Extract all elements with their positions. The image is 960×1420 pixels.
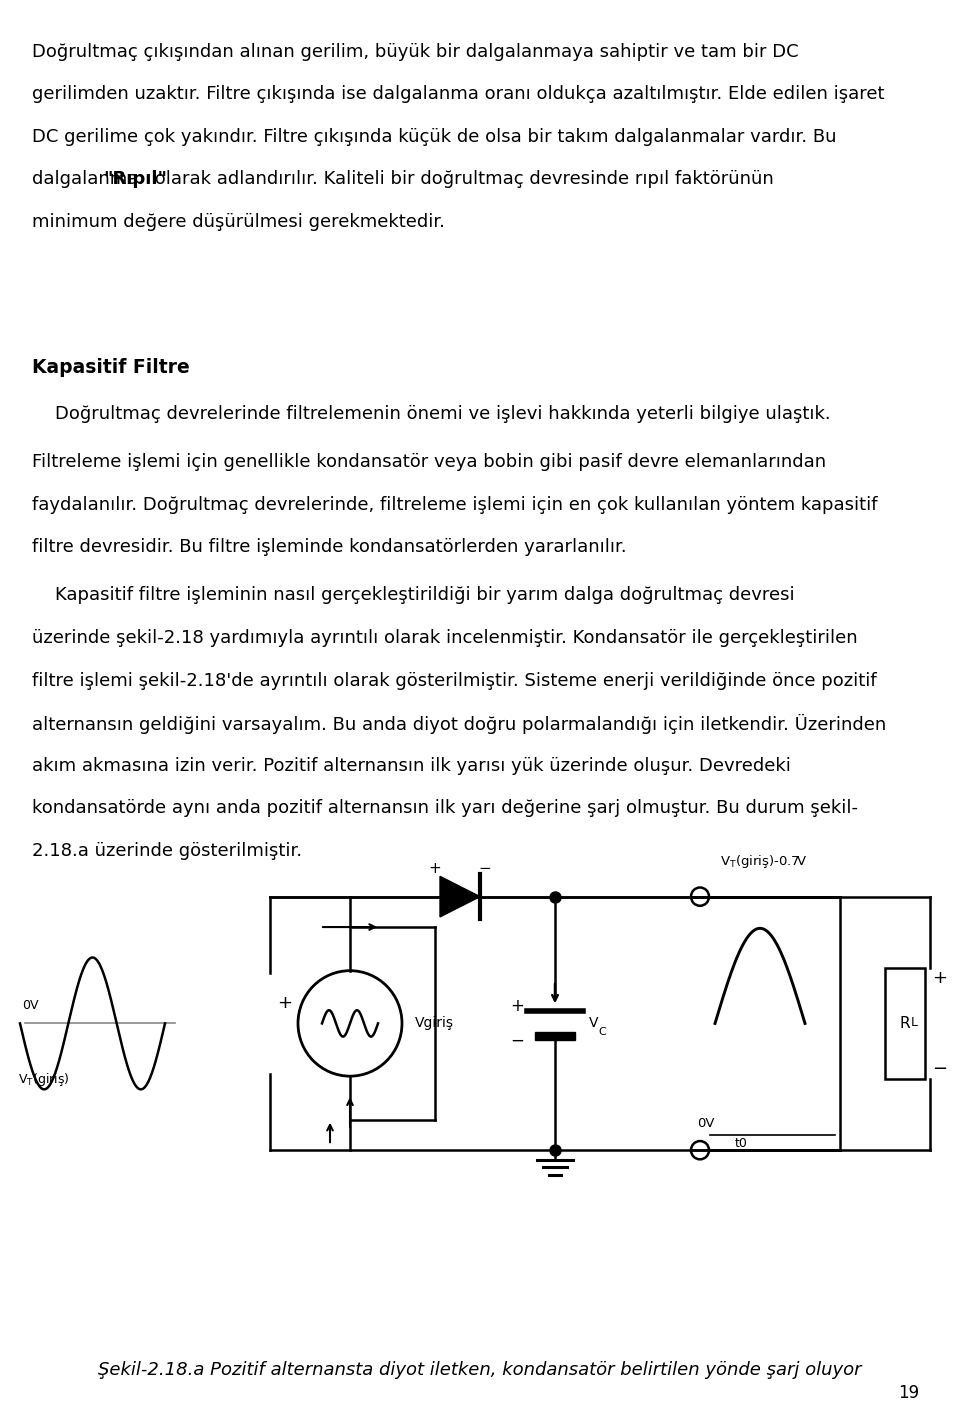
- Text: t0: t0: [735, 1137, 748, 1150]
- Text: −: −: [510, 1032, 524, 1049]
- Text: V: V: [589, 1017, 598, 1031]
- Text: +: +: [277, 994, 293, 1012]
- Text: DC gerilime çok yakındır. Filtre çıkışında küçük de olsa bir takım dalgalanmalar: DC gerilime çok yakındır. Filtre çıkışın…: [32, 128, 836, 146]
- Text: Vgiriş: Vgiriş: [415, 1017, 454, 1031]
- Text: Kapasitif Filtre: Kapasitif Filtre: [32, 358, 189, 376]
- Text: +: +: [510, 997, 524, 1015]
- Text: kondansatörde aynı anda pozitif alternansın ilk yarı değerine şarj olmuştur. Bu : kondansatörde aynı anda pozitif alternan…: [32, 799, 857, 818]
- Text: 2.18.a üzerinde gösterilmiştir.: 2.18.a üzerinde gösterilmiştir.: [32, 842, 301, 861]
- Text: +: +: [932, 968, 948, 987]
- Text: V$_\mathregular{T}$(giriş): V$_\mathregular{T}$(giriş): [18, 1071, 69, 1088]
- Text: dalgalanma: dalgalanma: [32, 170, 144, 189]
- Text: "Rıpıl": "Rıpıl": [104, 170, 167, 189]
- Text: filtre devresidir. Bu filtre işleminde kondansatörlerden yararlanılır.: filtre devresidir. Bu filtre işleminde k…: [32, 538, 626, 557]
- Text: alternansın geldiğini varsayalım. Bu anda diyot doğru polarmalandığı için iletke: alternansın geldiğini varsayalım. Bu and…: [32, 714, 886, 734]
- Text: gerilimden uzaktır. Filtre çıkışında ise dalgalanma oranı oldukça azaltılmıştır.: gerilimden uzaktır. Filtre çıkışında ise…: [32, 85, 884, 104]
- Text: filtre işlemi şekil-2.18'de ayrıntılı olarak gösterilmiştir. Sisteme enerji veri: filtre işlemi şekil-2.18'de ayrıntılı ol…: [32, 672, 876, 690]
- Text: 0V: 0V: [697, 1118, 714, 1130]
- Text: Şekil-2.18.a Pozitif alternansta diyot iletken, kondansatör belirtilen yönde şar: Şekil-2.18.a Pozitif alternansta diyot i…: [98, 1362, 862, 1379]
- Polygon shape: [440, 876, 480, 917]
- Text: L: L: [911, 1017, 918, 1030]
- Bar: [885, 967, 925, 1079]
- Text: 19: 19: [899, 1383, 920, 1402]
- Text: −: −: [932, 1061, 948, 1078]
- Text: 0V: 0V: [22, 998, 38, 1011]
- Text: −: −: [479, 861, 492, 876]
- Text: faydalanılır. Doğrultmaç devrelerinde, filtreleme işlemi için en çok kullanılan : faydalanılır. Doğrultmaç devrelerinde, f…: [32, 496, 877, 514]
- Text: Doğrultmaç devrelerinde filtrelemenin önemi ve işlevi hakkında yeterli bilgiye u: Doğrultmaç devrelerinde filtrelemenin ön…: [32, 405, 830, 423]
- Text: Doğrultmaç çıkışından alınan gerilim, büyük bir dalgalanmaya sahiptir ve tam bir: Doğrultmaç çıkışından alınan gerilim, bü…: [32, 43, 799, 61]
- Text: V$_\mathregular{T}$(giriş)-0.7V: V$_\mathregular{T}$(giriş)-0.7V: [720, 852, 807, 869]
- Text: olarak adlandırılır. Kaliteli bir doğrultmaç devresinde rıpıl faktörünün: olarak adlandırılır. Kaliteli bir doğrul…: [149, 170, 774, 189]
- Text: R: R: [900, 1015, 910, 1031]
- Text: Kapasitif filtre işleminin nasıl gerçekleştirildiği bir yarım dalga doğrultmaç d: Kapasitif filtre işleminin nasıl gerçekl…: [32, 586, 794, 605]
- Text: üzerinde şekil-2.18 yardımıyla ayrıntılı olarak incelenmiştir. Kondansatör ile g: üzerinde şekil-2.18 yardımıyla ayrıntılı…: [32, 629, 857, 648]
- Text: +: +: [428, 861, 442, 876]
- Text: akım akmasına izin verir. Pozitif alternansın ilk yarısı yük üzerinde oluşur. De: akım akmasına izin verir. Pozitif altern…: [32, 757, 790, 775]
- Bar: [536, 1031, 575, 1039]
- Text: C: C: [598, 1028, 606, 1038]
- Text: Filtreleme işlemi için genellikle kondansatör veya bobin gibi pasif devre eleman: Filtreleme işlemi için genellikle kondan…: [32, 453, 826, 471]
- Text: minimum değere düşürülmesi gerekmektedir.: minimum değere düşürülmesi gerekmektedir…: [32, 213, 444, 231]
